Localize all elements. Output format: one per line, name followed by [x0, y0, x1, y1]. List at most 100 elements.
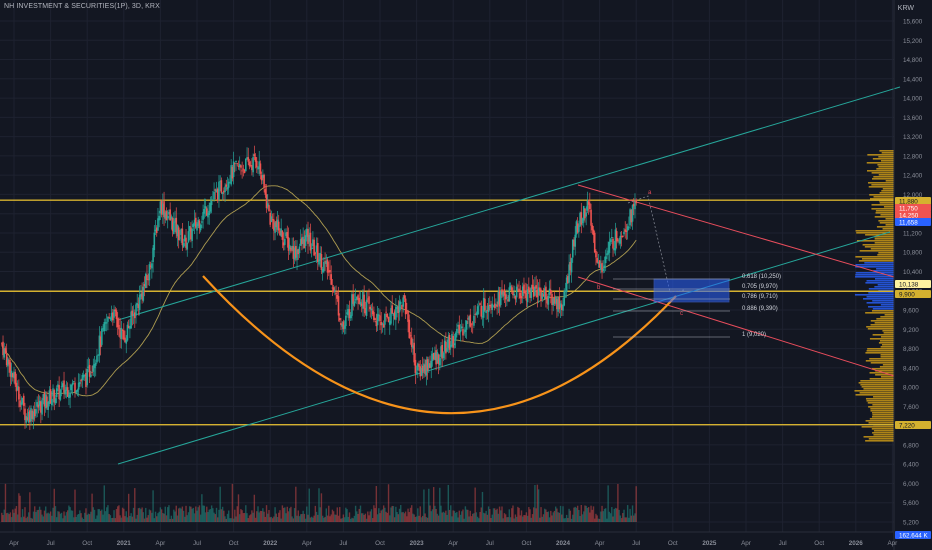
- candle-body: [230, 165, 232, 185]
- volume-bar: [389, 515, 391, 522]
- candle-body: [162, 203, 164, 215]
- candle-body: [554, 297, 557, 304]
- price-tag-bg: [895, 290, 931, 298]
- candle-body: [540, 289, 542, 301]
- volume-profile-bar: [878, 220, 894, 222]
- volume-bar: [606, 518, 608, 522]
- volume-profile-bar: [872, 412, 894, 414]
- volume-bar: [308, 488, 310, 522]
- candle-body: [346, 312, 348, 315]
- candle-body: [475, 313, 478, 315]
- price-tag-bg: [895, 218, 931, 226]
- candle-body: [377, 314, 380, 316]
- volume-bar: [408, 512, 410, 522]
- volume-bar: [176, 515, 179, 522]
- time-axis[interactable]: Apr Jul Oct 2021 Apr Jul Oct 2022 Apr Jul Oct 2023 A…: [0, 531, 897, 547]
- candle-body: [596, 257, 598, 263]
- candle-body: [586, 200, 589, 211]
- candle-body: [221, 192, 224, 195]
- candle-body: [465, 320, 468, 330]
- candle-body: [154, 229, 157, 232]
- volume-profile-bar: [865, 440, 894, 442]
- volume-bar: [278, 512, 280, 522]
- volume-profile-bar: [880, 304, 894, 306]
- candle-body: [410, 337, 413, 347]
- volume-bar: [446, 514, 448, 522]
- candle-body: [316, 242, 319, 262]
- volume-bar: [386, 512, 389, 522]
- volume-bar: [53, 488, 55, 522]
- candle-body: [99, 336, 102, 348]
- fib-level-label: 0.886 (9,390): [742, 306, 778, 312]
- volume-bar: [140, 509, 142, 522]
- volume-bar: [52, 507, 54, 522]
- volume-bar: [118, 505, 120, 522]
- candle-body: [395, 306, 397, 320]
- candle-body: [90, 374, 92, 378]
- candle-body: [548, 288, 551, 295]
- volume-bar: [218, 509, 220, 522]
- volume-bar: [611, 507, 613, 522]
- drawing-overlays[interactable]: a b c: [0, 86, 901, 465]
- volume-bar: [625, 517, 628, 522]
- volume-bar: [513, 518, 515, 522]
- volume-profile-bar: [855, 264, 894, 266]
- candle-body: [42, 394, 45, 401]
- volume-bar: [542, 514, 545, 522]
- candle-body: [133, 312, 136, 319]
- candle-body: [318, 260, 320, 265]
- price-tag-bg: [895, 531, 931, 539]
- volume-bar: [540, 507, 542, 522]
- candle-body: [545, 286, 547, 299]
- wave-label: c: [680, 311, 683, 317]
- volume-bar: [269, 517, 271, 522]
- volume-bar: [343, 517, 346, 522]
- volume-bar: [374, 508, 376, 522]
- volume-bar: [221, 506, 224, 522]
- volume-bar: [4, 483, 7, 522]
- volume-bar: [254, 517, 257, 522]
- volume-bar: [495, 510, 497, 522]
- candle-body: [452, 335, 454, 348]
- volume-bar: [312, 517, 314, 522]
- candle-body: [74, 382, 76, 393]
- volume-profile-bar: [880, 346, 894, 348]
- candle-body: [140, 293, 142, 297]
- candle-body: [491, 303, 494, 310]
- candle-body: [306, 228, 308, 237]
- volume-bar: [573, 507, 575, 522]
- candle-body: [571, 239, 574, 258]
- volume-bar: [286, 506, 288, 522]
- candle-body: [576, 223, 579, 233]
- volume-bar: [215, 507, 218, 522]
- candle-body: [531, 284, 534, 289]
- volume-bar: [633, 515, 635, 522]
- volume-bar: [348, 512, 351, 522]
- volume-profile-bar: [873, 396, 894, 398]
- volume-profile-bar: [868, 292, 894, 294]
- volume-bar: [517, 506, 519, 522]
- candle-body: [209, 202, 212, 212]
- volume-bar: [125, 511, 127, 522]
- volume-bar: [242, 513, 245, 522]
- candle-body: [65, 387, 68, 392]
- fibonacci-levels[interactable]: 0.618 (10,250) 0.705 (9,970) 0.786 (9,710)…: [613, 274, 781, 338]
- volume-profile-bar: [868, 438, 894, 440]
- candle-body: [349, 315, 352, 319]
- volume-bar: [153, 518, 155, 522]
- symbol-title[interactable]: NH INVESTMENT & SECURITIES(1P), 3D, KRX: [4, 3, 160, 10]
- candle-body: [216, 188, 219, 201]
- volume-bar: [290, 506, 292, 522]
- volume-bar: [264, 516, 267, 522]
- volume-bar: [414, 516, 417, 522]
- candle-body: [225, 184, 228, 187]
- volume-profile-bar: [869, 194, 894, 196]
- volume-bar: [309, 517, 312, 522]
- volume-profile-bar: [866, 170, 894, 172]
- volume-profile-bar: [878, 156, 894, 158]
- volume-bar: [461, 511, 463, 522]
- candle-body: [506, 297, 508, 299]
- candle-body: [198, 220, 201, 229]
- candle-body: [428, 363, 430, 369]
